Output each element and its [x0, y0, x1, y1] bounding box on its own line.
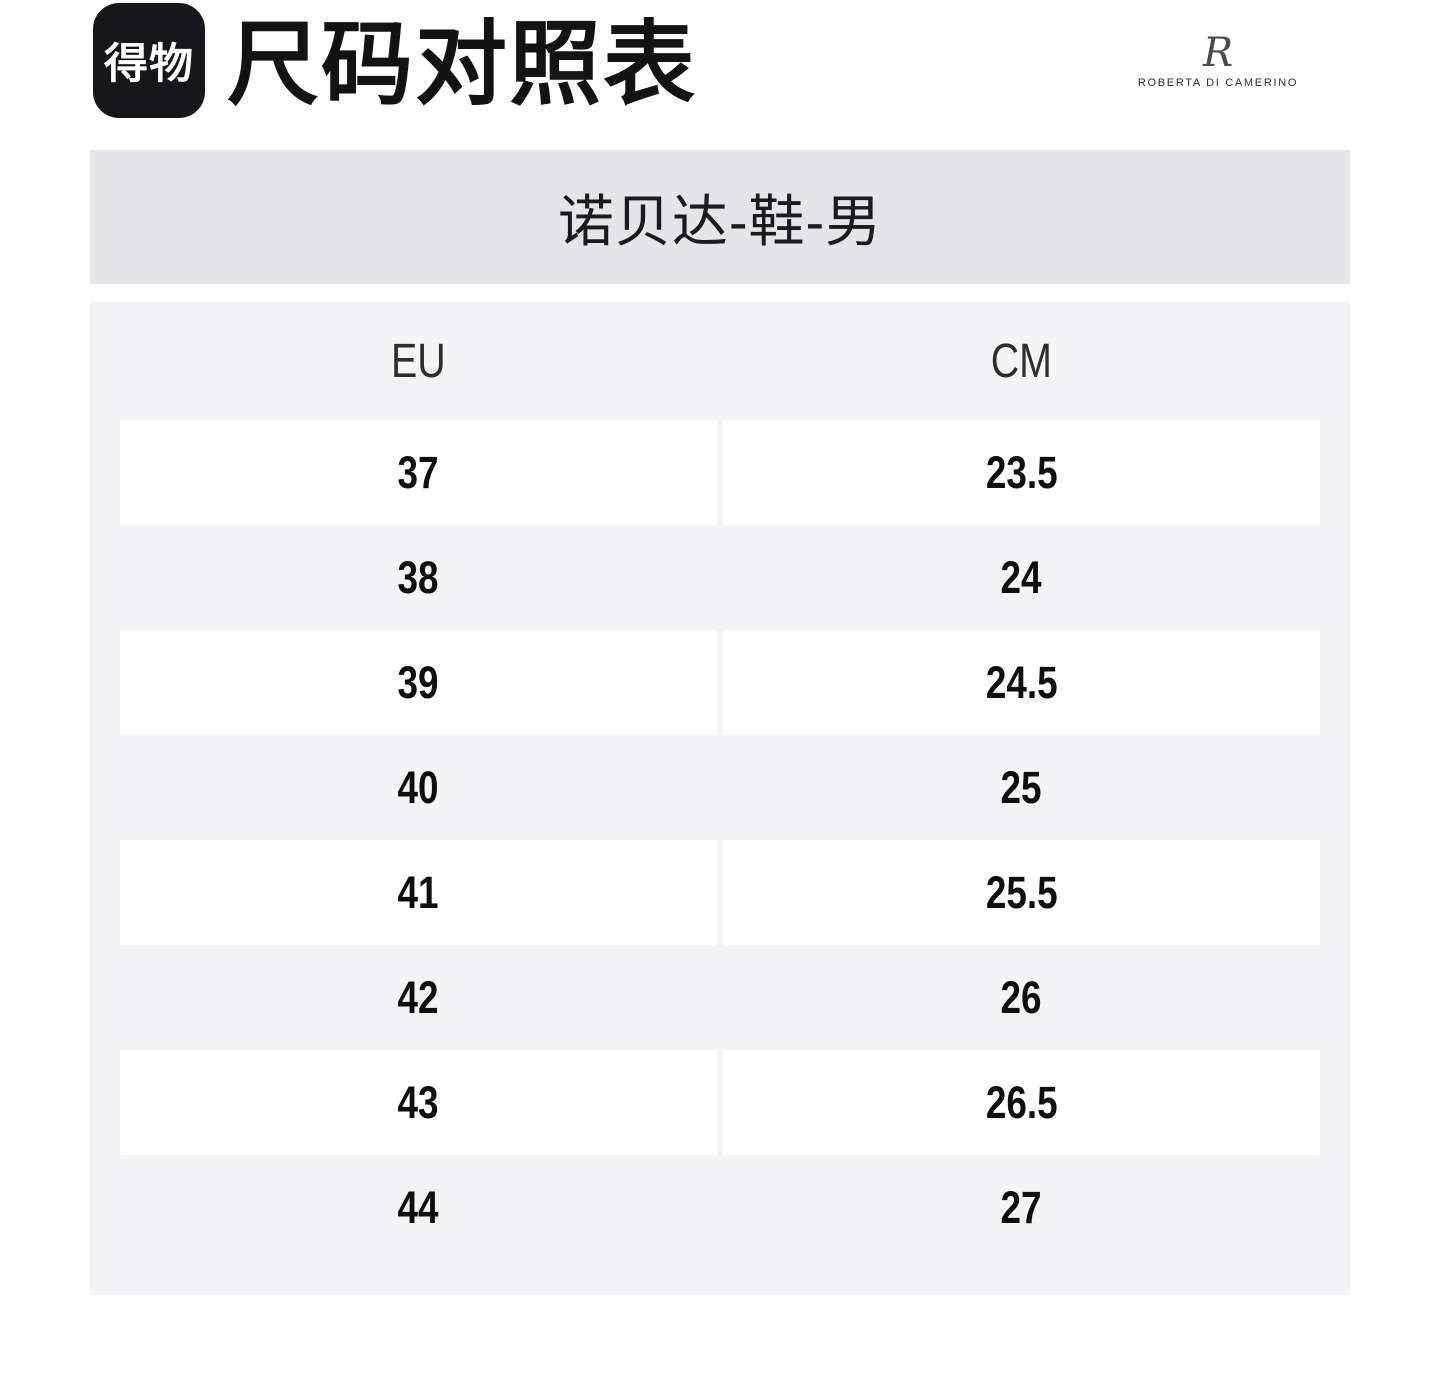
table-row: 40 25	[120, 735, 1320, 840]
table-cell-cm-value: 25	[1000, 761, 1043, 813]
page-title: 尺码对照表	[227, 14, 698, 116]
brand-logo: R ROBERTA DI CAMERINO	[1108, 32, 1328, 89]
table-cell-cm: 24	[723, 525, 1320, 630]
table-row: 43 26.5	[120, 1050, 1320, 1155]
table-row: 39 24.5	[120, 630, 1320, 735]
table-cell-eu: 44	[120, 1155, 717, 1260]
table-row: 38 24	[120, 525, 1320, 630]
table-cell-cm-value: 26.5	[985, 1076, 1058, 1128]
product-name: 诺贝达-鞋-男	[557, 189, 883, 253]
table-cell-eu-value: 38	[397, 551, 440, 603]
table-cell-eu-value: 40	[397, 761, 440, 813]
dewu-logo: 得物	[93, 3, 205, 118]
table-row: 37 23.5	[120, 420, 1320, 525]
dewu-logo-text: 得物	[103, 40, 195, 87]
column-header-cm-label: CM	[990, 334, 1053, 388]
table-cell-eu: 43	[120, 1050, 717, 1155]
table-cell-eu: 39	[120, 630, 717, 735]
table-cell-cm-value: 23.5	[985, 446, 1058, 498]
table-body: 37 23.5 38 24 39 24.5 40 25 41 25.5 42 26 43 26.5 44 27	[120, 420, 1320, 1260]
table-row: 44 27	[120, 1155, 1320, 1260]
table-row: 42 26	[120, 945, 1320, 1050]
table-cell-cm-value: 24.5	[985, 656, 1058, 708]
table-cell-cm-value: 24	[1000, 551, 1043, 603]
table-cell-eu-value: 44	[397, 1181, 440, 1233]
header: 得物 尺码对照表 R ROBERTA DI CAMERINO	[0, 0, 1440, 150]
table-cell-cm: 23.5	[723, 420, 1320, 525]
table-cell-cm-value: 25.5	[985, 866, 1058, 918]
table-cell-cm: 25.5	[723, 840, 1320, 945]
table-cell-cm: 26.5	[723, 1050, 1320, 1155]
brand-name: ROBERTA DI CAMERINO	[1137, 77, 1299, 89]
table-cell-eu-value: 42	[397, 971, 440, 1023]
table-cell-eu-value: 37	[397, 446, 440, 498]
column-header-eu: EU	[120, 302, 717, 420]
table-cell-cm: 25	[723, 735, 1320, 840]
table-cell-eu: 42	[120, 945, 717, 1050]
table-cell-eu-value: 41	[397, 866, 440, 918]
table-cell-eu: 41	[120, 840, 717, 945]
table-cell-cm-value: 27	[1000, 1181, 1043, 1233]
product-banner: 诺贝达-鞋-男	[90, 150, 1350, 284]
table-cell-cm-value: 26	[1000, 971, 1043, 1023]
table-cell-eu: 38	[120, 525, 717, 630]
size-table: EU CM 37 23.5 38 24 39 24.5 40 25 41 25.5 42 26 43 26…	[90, 302, 1350, 1295]
table-header-row: EU CM	[120, 302, 1320, 420]
column-header-eu-label: EU	[391, 334, 446, 388]
table-cell-cm: 27	[723, 1155, 1320, 1260]
table-cell-cm: 24.5	[723, 630, 1320, 735]
brand-monogram-icon: R	[1202, 30, 1234, 76]
table-cell-cm: 26	[723, 945, 1320, 1050]
table-cell-eu-value: 43	[397, 1076, 440, 1128]
column-header-cm: CM	[723, 302, 1320, 420]
table-row: 41 25.5	[120, 840, 1320, 945]
table-cell-eu-value: 39	[397, 656, 440, 708]
size-chart-page: 得物 尺码对照表 R ROBERTA DI CAMERINO 诺贝达-鞋-男 E…	[0, 0, 1440, 1295]
table-cell-eu: 40	[120, 735, 717, 840]
table-cell-eu: 37	[120, 420, 717, 525]
